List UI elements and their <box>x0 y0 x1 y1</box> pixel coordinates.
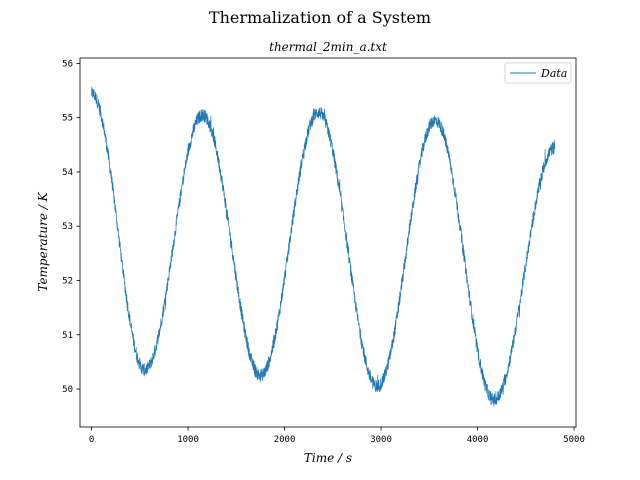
chart-suptitle: Thermalization of a System <box>209 8 431 27</box>
plot-frame <box>79 57 577 428</box>
y-axis-ticks: 50 51 52 53 54 55 56 <box>62 59 80 395</box>
y-tick-label: 56 <box>62 59 73 69</box>
plot-area: 0 1000 2000 3000 4000 5000 50 51 52 53 54 55 56 <box>62 57 585 445</box>
x-tick-label: 2000 <box>274 435 296 445</box>
chart-title: thermal_2min_a.txt <box>269 40 387 54</box>
legend: Data <box>504 62 572 84</box>
x-tick-label: 1000 <box>177 435 199 445</box>
x-axis-ticks: 0 1000 2000 3000 4000 5000 <box>89 427 585 445</box>
y-tick-label: 50 <box>62 385 73 395</box>
x-tick-label: 3000 <box>370 435 392 445</box>
legend-box <box>504 62 572 84</box>
y-tick-label: 52 <box>62 276 73 286</box>
y-axis-label: Temperature / K <box>36 191 50 291</box>
legend-label-data: Data <box>540 67 567 80</box>
series-layer <box>91 86 556 407</box>
y-tick-label: 53 <box>62 222 73 232</box>
x-tick-label: 5000 <box>563 435 585 445</box>
y-tick-label: 51 <box>62 331 73 341</box>
x-tick-label: 0 <box>89 435 94 445</box>
series-line-data <box>91 86 556 407</box>
y-tick-label: 54 <box>62 168 73 178</box>
x-axis-label: Time / s <box>304 451 352 465</box>
x-tick-label: 4000 <box>467 435 489 445</box>
y-tick-label: 55 <box>62 114 73 124</box>
